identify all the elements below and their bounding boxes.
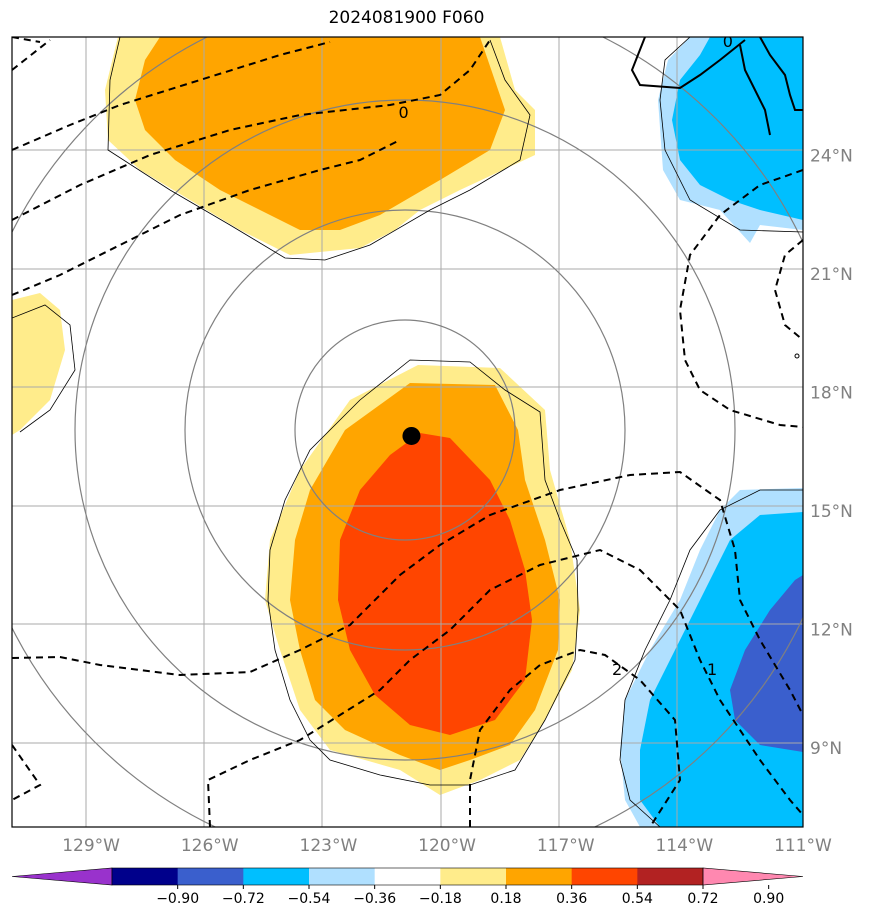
lon-tick-label: 111°W <box>774 836 832 856</box>
lon-tick-label: 129°W <box>62 836 120 856</box>
lon-tick-labels: 129°W 126°W 123°W 120°W 117°W 114°W 111°W <box>62 836 832 856</box>
colorbar-tick-label: −0.18 <box>419 891 462 907</box>
colorbar-segment <box>440 868 507 885</box>
colorbar-tick-label: −0.36 <box>353 891 396 907</box>
colorbar-segment <box>637 868 704 885</box>
storm-center-marker <box>402 426 421 445</box>
dashed-contours <box>12 37 803 827</box>
colorbar-tick-label: −0.72 <box>222 891 265 907</box>
lat-tick-label: 24°N <box>810 147 853 167</box>
lat-gridlines <box>12 149 803 744</box>
colorbar-tick-label: 0.54 <box>622 891 653 907</box>
lat-tick-label: 12°N <box>810 621 853 641</box>
colorbar-outline <box>111 867 704 886</box>
contour-label: 0 <box>398 103 408 122</box>
colorbar-segment <box>243 868 310 885</box>
range-rings <box>12 37 803 827</box>
contour-label: 2 <box>612 660 622 679</box>
contour-labels: 0 0 2 1 <box>398 32 733 679</box>
colorbar-segment <box>374 868 441 885</box>
lat-tick-label: 9°N <box>810 739 842 759</box>
lat-tick-labels: 9°N 12°N 15°N 18°N 21°N 24°N <box>810 147 853 760</box>
contour-label: 0 <box>723 32 733 51</box>
lat-tick-label: 21°N <box>810 265 853 285</box>
map-frame <box>11 36 804 828</box>
contour-label: 1 <box>707 660 717 679</box>
lon-tick-label: 114°W <box>655 836 713 856</box>
colorbar-tick-label: −0.54 <box>288 891 331 907</box>
map-area: 0 0 2 1 <box>12 32 803 827</box>
colorbar-extend-min <box>11 867 113 886</box>
anomaly-fill-blue-ne <box>672 37 803 220</box>
colorbar-segment <box>309 868 376 885</box>
anomaly-fill-darkblue-se <box>730 575 803 752</box>
lon-tick-label: 123°W <box>300 836 358 856</box>
lon-tick-label: 120°W <box>418 836 476 856</box>
colorbar-segment <box>177 868 244 885</box>
colorbar-segment <box>571 868 638 885</box>
colorbar-segment <box>112 868 179 885</box>
anomaly-outlines <box>12 37 803 827</box>
colorbar-extend-max <box>702 867 804 886</box>
lon-tick-label: 117°W <box>537 836 595 856</box>
colorbar-tick-label: 0.36 <box>556 891 587 907</box>
anomaly-fill-blue-se <box>640 512 803 827</box>
colorbar-tick-label: −0.90 <box>156 891 199 907</box>
anomaly-fill-yellow-west <box>12 293 65 435</box>
anomaly-fill-orange-north <box>135 37 505 230</box>
colorbar-tick-label: 0.18 <box>490 891 521 907</box>
coastline <box>630 37 803 136</box>
colorbar-segment <box>506 868 573 885</box>
lat-tick-label: 18°N <box>810 384 853 404</box>
anomaly-fill-red-south <box>338 433 532 735</box>
colorbar: −0.90 −0.72 −0.54 −0.36 −0.18 0.18 0.36 0.54 0.7… <box>11 867 804 907</box>
lat-tick-label: 15°N <box>810 502 853 522</box>
lon-tick-label: 126°W <box>181 836 239 856</box>
colorbar-tick-label: 0.72 <box>687 891 718 907</box>
chart-title: 2024081900 F060 <box>328 8 485 28</box>
colorbar-tick-label: 0.90 <box>753 891 784 907</box>
